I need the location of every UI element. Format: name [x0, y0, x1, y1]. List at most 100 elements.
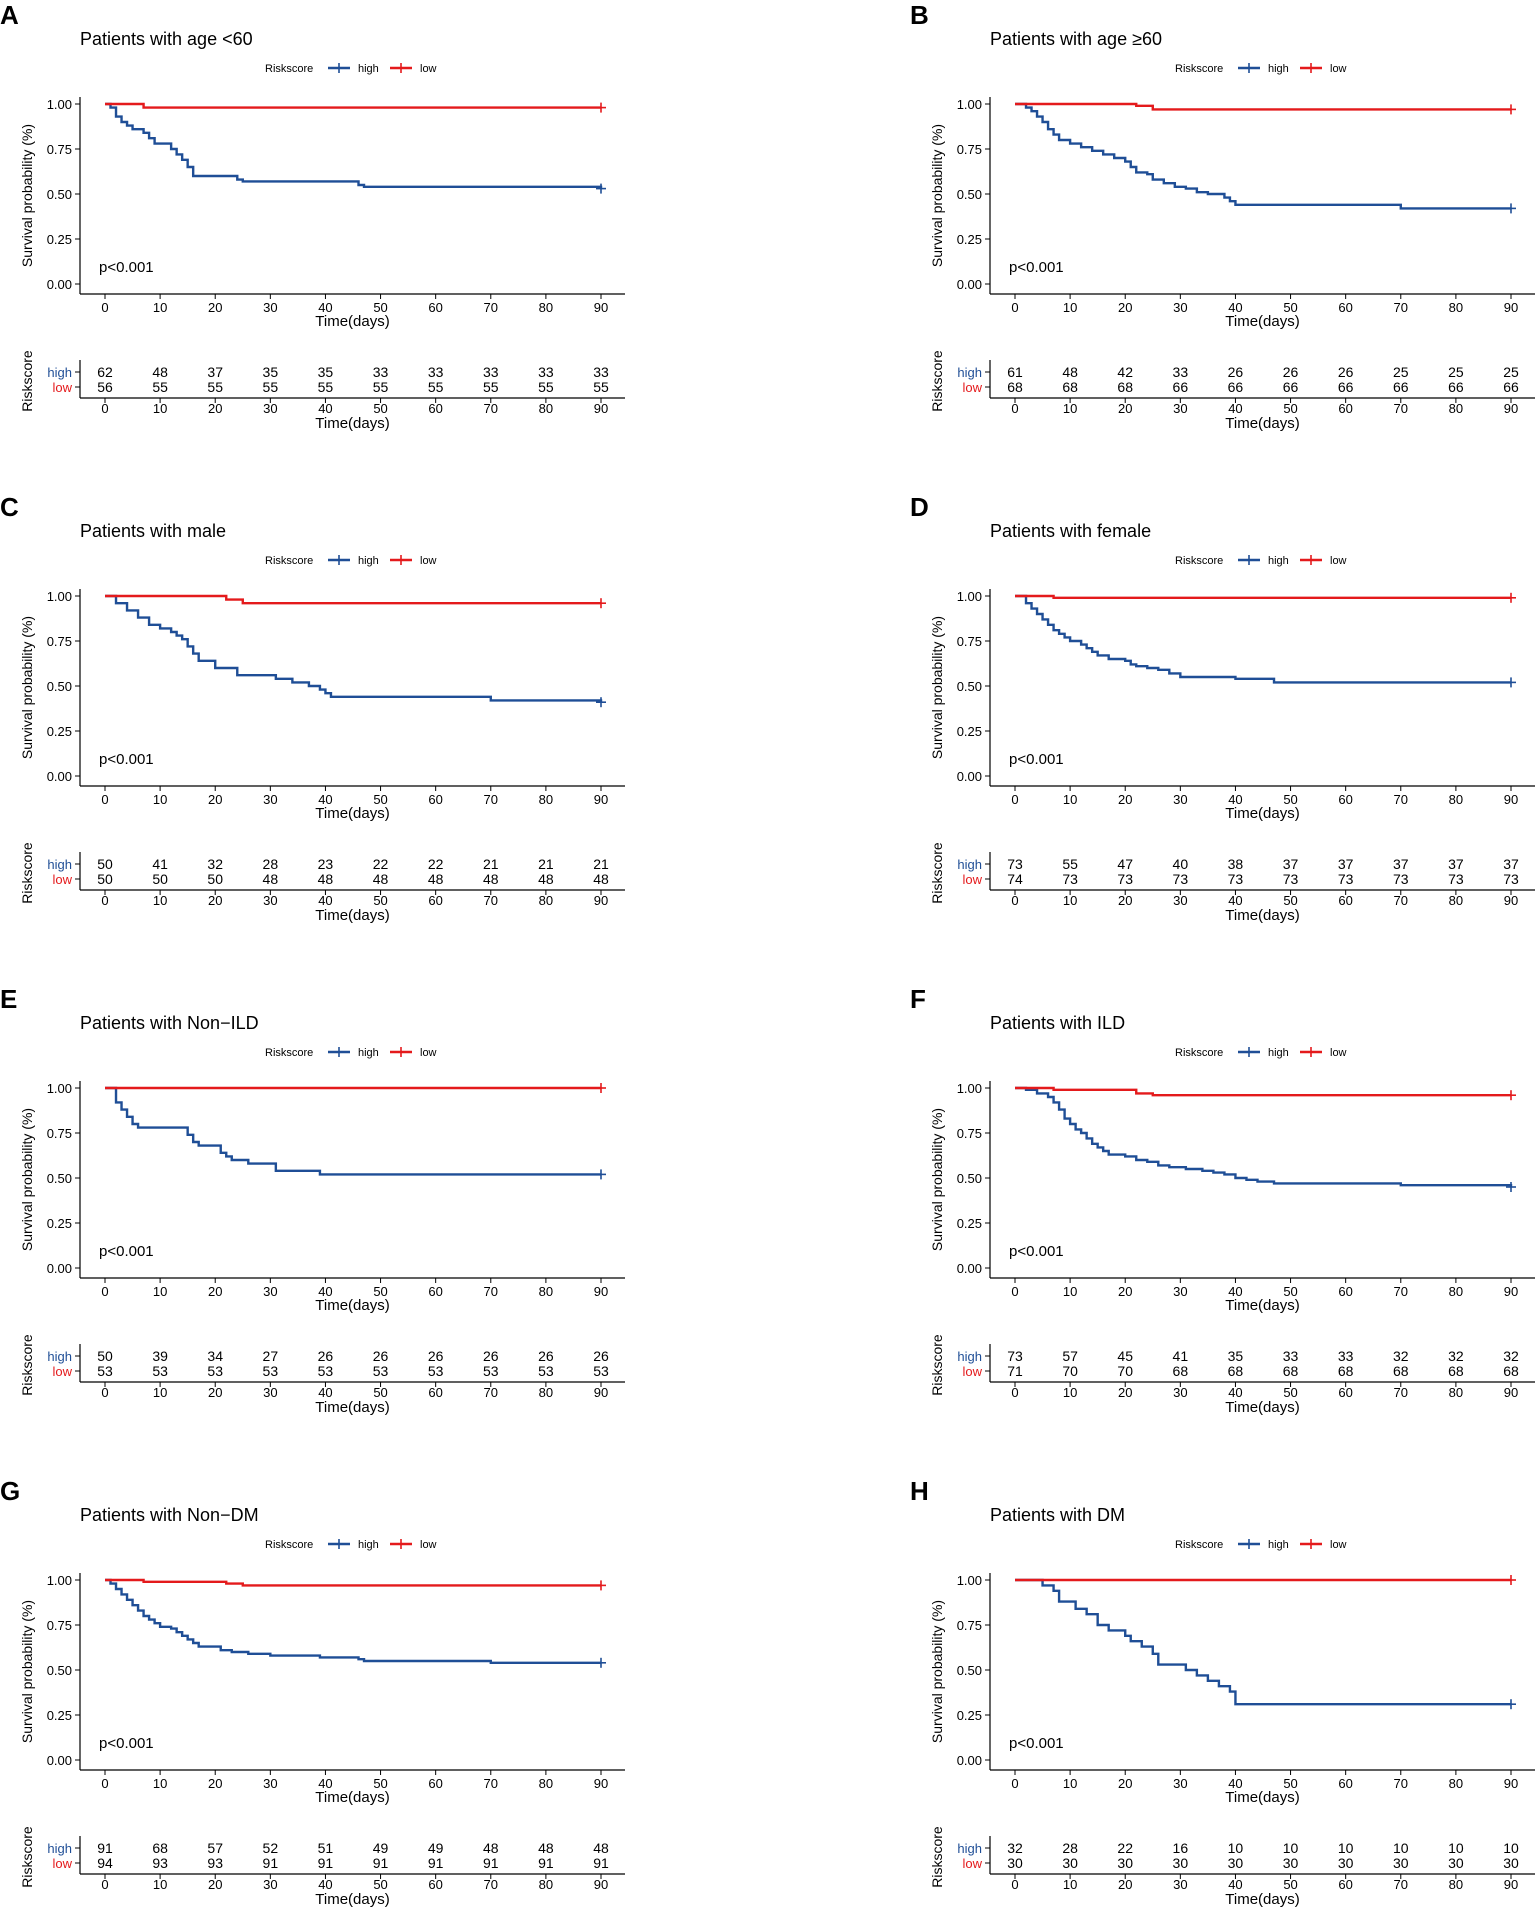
risk-x-tick-label: 10	[153, 1877, 167, 1892]
risk-count-low: 53	[428, 1363, 444, 1379]
risk-x-tick-label: 90	[594, 893, 608, 908]
risk-x-tick-label: 80	[1449, 893, 1463, 908]
risk-count-low: 66	[1338, 379, 1354, 395]
risk-table: Riskscore highlow505303953103453202753302…	[19, 1334, 625, 1416]
risk-table-ylabel: Riskscore	[19, 350, 35, 412]
x-axis-label: Time(days)	[315, 1789, 389, 1806]
risk-count-low: 73	[1062, 871, 1078, 887]
risk-table-xlabel: Time(days)	[1225, 907, 1299, 924]
risk-x-tick-label: 50	[1283, 893, 1297, 908]
x-tick-label: 50	[1283, 792, 1297, 807]
y-tick-label: 0.00	[957, 1753, 982, 1768]
risk-row-label-high: high	[957, 1349, 982, 1364]
risk-count-high: 25	[1393, 364, 1409, 380]
risk-count-high: 21	[538, 856, 554, 872]
risk-row-label-low: low	[52, 1364, 72, 1379]
y-tick-label: 0.00	[957, 1261, 982, 1276]
risk-row-label-low: low	[52, 872, 72, 887]
legend: Riskscore high low	[1175, 63, 1347, 75]
risk-count-high: 35	[318, 364, 334, 380]
x-tick-label: 70	[484, 1776, 498, 1791]
x-tick-label: 80	[539, 1284, 553, 1299]
y-tick-label: 1.00	[957, 1573, 982, 1588]
x-tick-label: 60	[1338, 792, 1352, 807]
legend-label-low: low	[420, 1047, 437, 1059]
legend: Riskscore high low	[1175, 1047, 1347, 1059]
risk-count-high: 33	[1338, 1348, 1354, 1364]
risk-count-low: 48	[428, 871, 444, 887]
legend-title: Riskscore	[1175, 555, 1223, 567]
risk-table-xlabel: Time(days)	[1225, 1891, 1299, 1908]
legend-label-low: low	[1330, 1539, 1347, 1551]
risk-count-low: 68	[1228, 1363, 1244, 1379]
risk-count-high: 61	[1007, 364, 1023, 380]
risk-count-high: 22	[373, 856, 389, 872]
risk-x-tick-label: 60	[428, 401, 442, 416]
risk-x-tick-label: 20	[1118, 1385, 1132, 1400]
panel-title: Patients with female	[990, 521, 1151, 541]
risk-count-high: 39	[152, 1348, 168, 1364]
risk-x-tick-label: 20	[1118, 401, 1132, 416]
x-tick-label: 40	[1228, 300, 1242, 315]
x-tick-label: 60	[1338, 1776, 1352, 1791]
risk-count-high: 33	[593, 364, 609, 380]
y-tick-label: 0.50	[957, 1171, 982, 1186]
risk-count-high: 48	[483, 1840, 499, 1856]
risk-count-low: 30	[1228, 1855, 1244, 1871]
risk-table-xlabel: Time(days)	[315, 1891, 389, 1908]
risk-count-low: 71	[1007, 1363, 1023, 1379]
risk-count-high: 10	[1228, 1840, 1244, 1856]
risk-count-low: 53	[373, 1363, 389, 1379]
risk-count-low: 55	[207, 379, 223, 395]
y-tick-label: 0.25	[957, 232, 982, 247]
panel-letter: H	[910, 1476, 929, 1506]
risk-row-label-low: low	[962, 1856, 982, 1871]
risk-count-low: 68	[1117, 379, 1133, 395]
risk-count-low: 53	[263, 1363, 279, 1379]
risk-x-tick-label: 90	[594, 1385, 608, 1400]
risk-x-tick-label: 60	[1338, 401, 1352, 416]
risk-row-label-low: low	[52, 1856, 72, 1871]
x-tick-label: 20	[1118, 1776, 1132, 1791]
risk-x-tick-label: 90	[1504, 1877, 1518, 1892]
risk-count-high: 34	[207, 1348, 223, 1364]
risk-count-high: 28	[263, 856, 279, 872]
risk-row-label-high: high	[957, 857, 982, 872]
km-curve-low	[1015, 1086, 1511, 1097]
legend-label-high: high	[358, 63, 379, 75]
risk-count-high: 48	[538, 1840, 554, 1856]
x-tick-label: 20	[1118, 1284, 1132, 1299]
x-tick-label: 90	[594, 792, 608, 807]
legend-label-low: low	[1330, 555, 1347, 567]
risk-count-high: 47	[1117, 856, 1133, 872]
risk-x-tick-label: 0	[101, 401, 108, 416]
x-tick-label: 30	[263, 1776, 277, 1791]
y-tick-label: 0.50	[47, 679, 72, 694]
risk-table-ylabel: Riskscore	[929, 842, 945, 904]
x-tick-label: 70	[1394, 792, 1408, 807]
risk-count-low: 55	[593, 379, 609, 395]
risk-x-tick-label: 40	[318, 401, 332, 416]
risk-count-high: 32	[1503, 1348, 1519, 1364]
y-tick-label: 0.00	[957, 277, 982, 292]
legend-label-high: high	[1268, 63, 1289, 75]
risk-x-tick-label: 50	[373, 1877, 387, 1892]
risk-count-high: 49	[373, 1840, 389, 1856]
x-tick-label: 90	[1504, 300, 1518, 315]
km-curve-high	[1015, 102, 1511, 210]
risk-x-tick-label: 50	[1283, 401, 1297, 416]
risk-x-tick-label: 20	[1118, 1877, 1132, 1892]
risk-count-high: 10	[1338, 1840, 1354, 1856]
y-tick-label: 1.00	[957, 589, 982, 604]
risk-count-high: 57	[207, 1840, 223, 1856]
x-tick-label: 0	[1011, 1284, 1018, 1299]
risk-x-tick-label: 10	[1063, 401, 1077, 416]
risk-count-low: 68	[1503, 1363, 1519, 1379]
risk-count-low: 30	[1283, 1855, 1299, 1871]
x-tick-label: 40	[1228, 1284, 1242, 1299]
legend-title: Riskscore	[1175, 1047, 1223, 1059]
risk-x-tick-label: 80	[539, 1877, 553, 1892]
